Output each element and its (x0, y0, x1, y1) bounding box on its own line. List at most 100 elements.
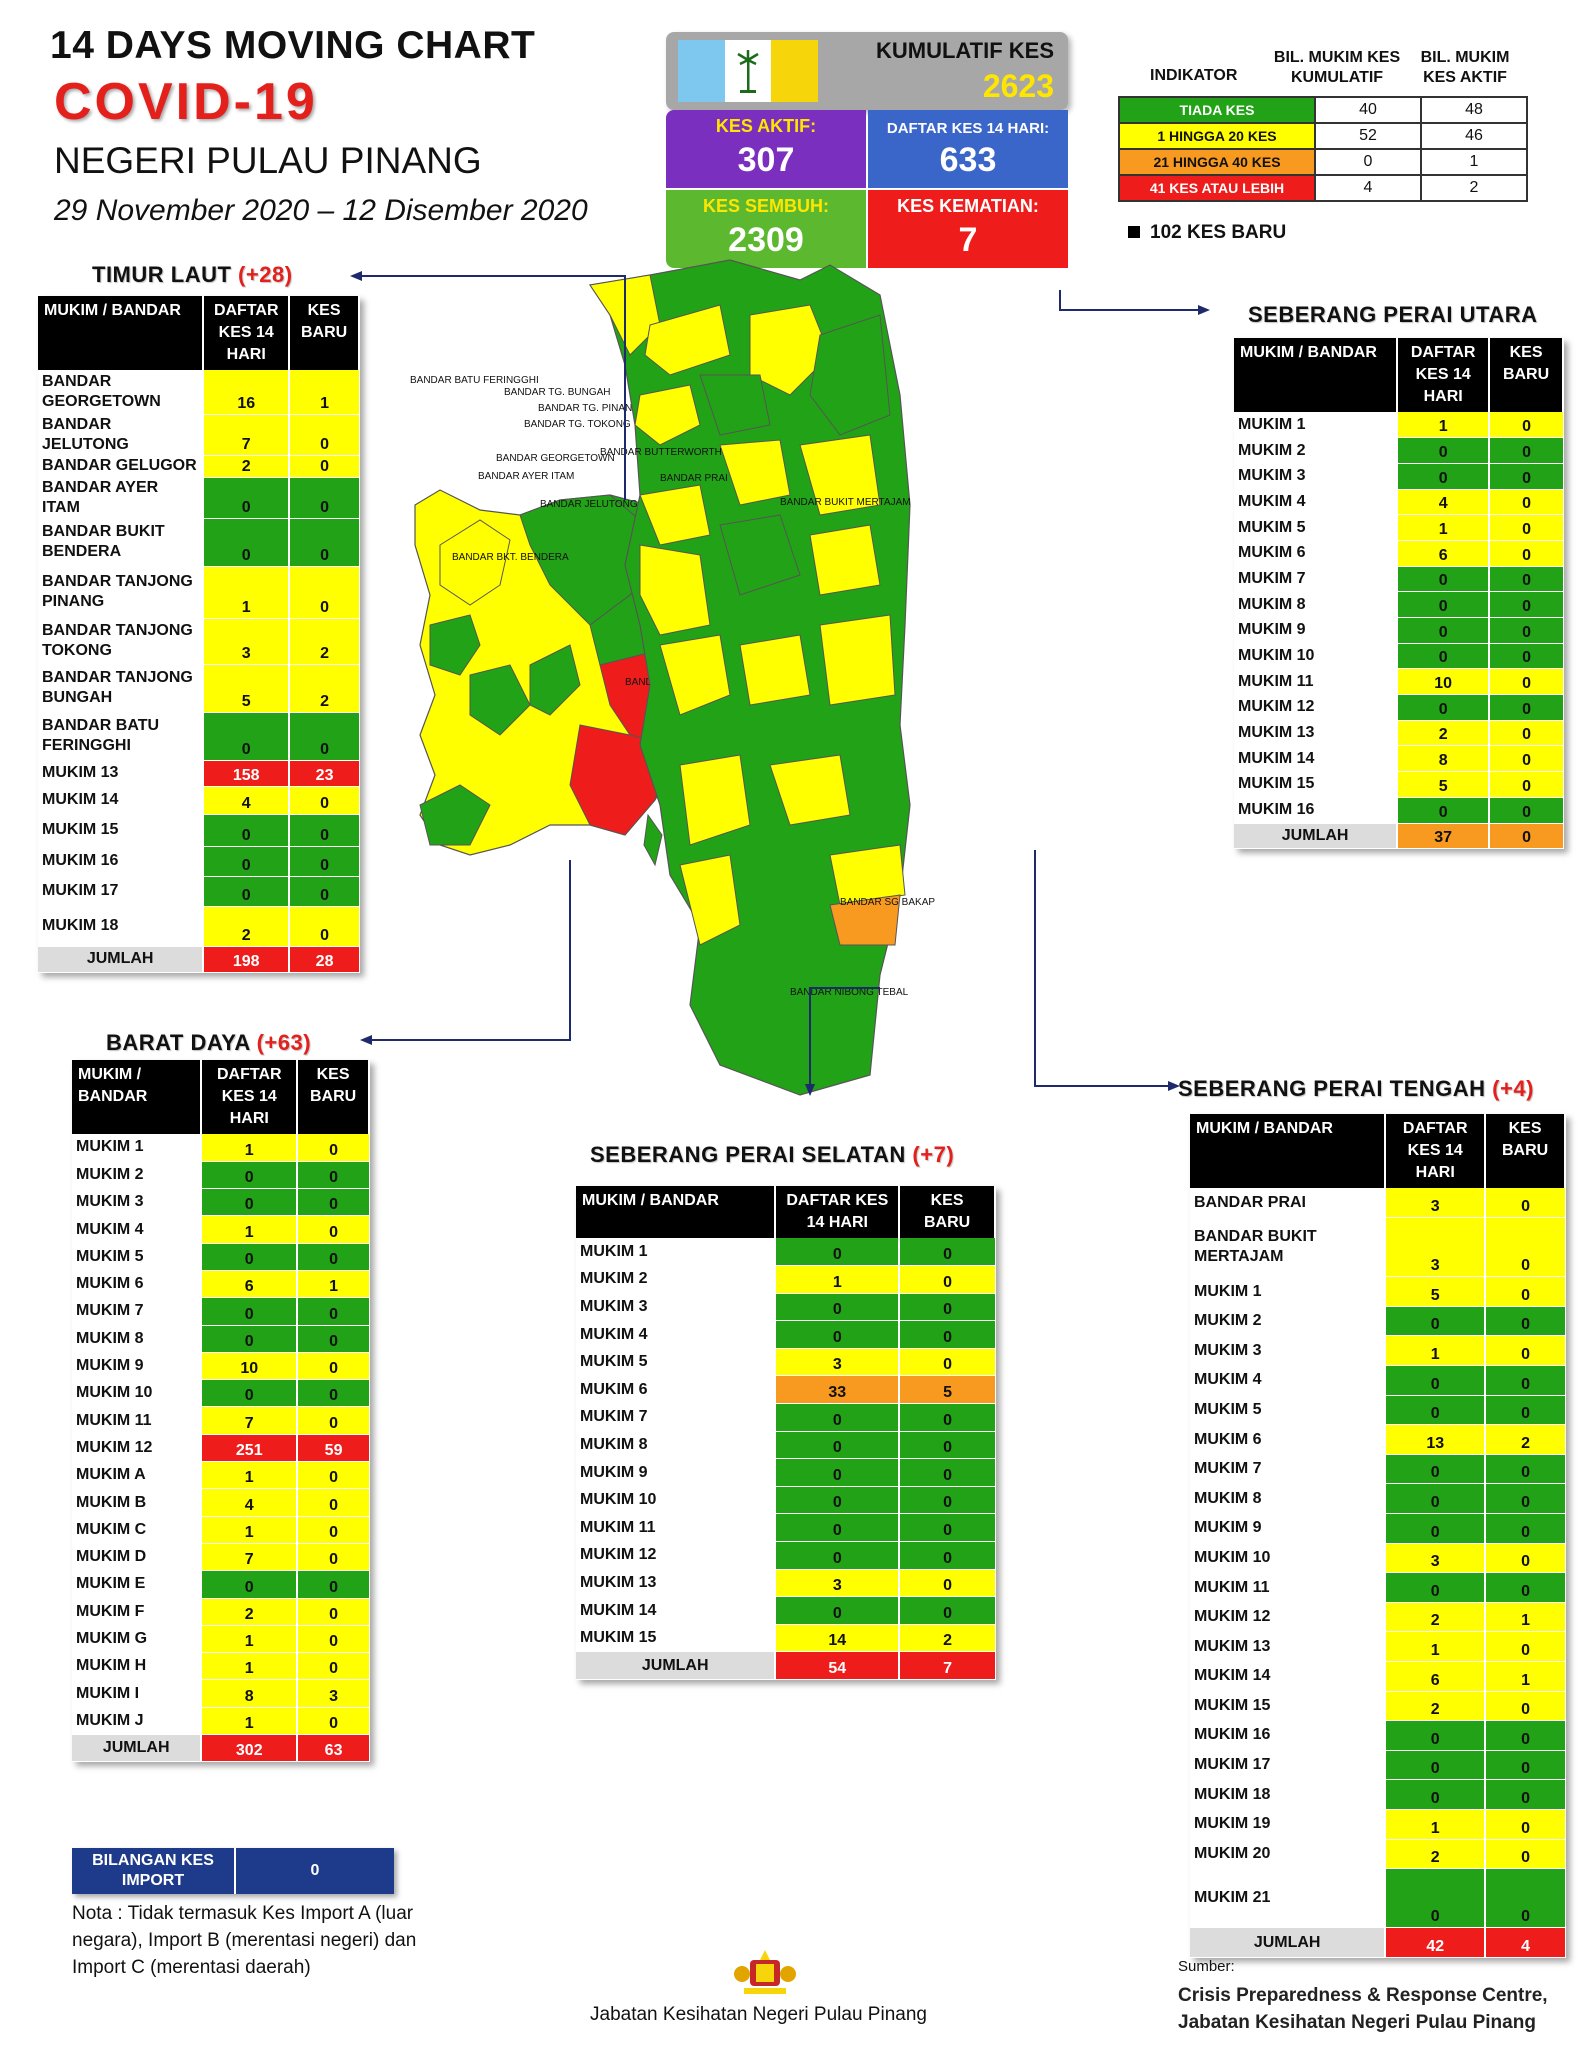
row-daftar-value: 6 (1384, 1661, 1486, 1692)
row-kes-baru-value: 1 (296, 1270, 369, 1299)
kes-aktif-panel: KES AKTIF: 307 (666, 110, 866, 188)
table-row: MUKIM 14 4 0 (38, 786, 359, 815)
table-row: MUKIM 18 0 0 (1190, 1779, 1565, 1810)
row-kes-baru-value: 0 (1484, 1691, 1565, 1722)
row-name: JUMLAH (1234, 823, 1398, 850)
row-daftar-value: 0 (202, 518, 290, 567)
row-name: MUKIM 10 (1234, 643, 1398, 670)
row-name: MUKIM 8 (1234, 591, 1398, 618)
row-name: MUKIM 9 (72, 1352, 202, 1381)
row-kes-baru-value: 0 (1488, 412, 1563, 439)
table-row: MUKIM 14 8 0 (1234, 745, 1563, 773)
row-name: MUKIM 17 (1190, 1750, 1386, 1781)
indicator-row: TIADA KES 40 48 (1118, 96, 1528, 124)
row-daftar-value: 0 (202, 876, 290, 907)
row-name: BANDAR TANJONG PINANG (38, 566, 204, 619)
row-kes-baru-value: 28 (288, 946, 359, 973)
row-kes-baru-value: 1 (1484, 1602, 1565, 1633)
row-name: MUKIM 16 (1190, 1720, 1386, 1751)
row-daftar-value: 0 (200, 1379, 298, 1408)
row-daftar-value: 33 (774, 1375, 900, 1405)
row-name: MUKIM 21 (1190, 1868, 1386, 1929)
row-daftar-value: 6 (1396, 540, 1490, 567)
indicator-head-col2: BIL. MUKIM KES AKTIF (1420, 49, 1510, 86)
kes-aktif-label: KES AKTIF: (715, 116, 817, 136)
spt-add: (+4) (1492, 1076, 1534, 1101)
row-kes-baru-value: 1 (1484, 1661, 1565, 1692)
row-daftar-value: 1 (200, 1461, 298, 1490)
spu-table: MUKIM / BANDAR DAFTAR KES 14 HARI KES BARU… (1234, 338, 1564, 850)
row-name: MUKIM 8 (72, 1325, 202, 1353)
row-name: MUKIM B (72, 1488, 202, 1517)
table-row: MUKIM 13 1 0 (1190, 1631, 1565, 1662)
sumber-line1: Crisis Preparedness & Response Centre, (1178, 1985, 1548, 2006)
row-daftar-value: 4 (1396, 489, 1490, 516)
indicator-table: TIADA KES 40 48 1 HINGGA 20 KES 52 46 21 HINGG… (1118, 96, 1528, 202)
row-name: MUKIM 3 (1234, 463, 1398, 490)
row-name: MUKIM 19 (1190, 1809, 1386, 1840)
row-name: MUKIM 11 (576, 1513, 776, 1543)
row-name: MUKIM 15 (38, 814, 204, 847)
indicator-head-label: INDIKATOR (1150, 67, 1238, 84)
row-name: MUKIM F (72, 1598, 202, 1626)
row-name: MUKIM 5 (72, 1243, 202, 1271)
table-row: MUKIM 11 10 0 (1234, 668, 1563, 696)
table-row: BANDAR BUKIT MERTAJAM 3 0 (1190, 1217, 1565, 1278)
kes-sembuh-panel: KES SEMBUH: 2309 (666, 190, 866, 268)
row-kes-baru-value: 0 (296, 1598, 369, 1626)
row-name: MUKIM 5 (1234, 514, 1398, 541)
row-daftar-value: 0 (1396, 797, 1490, 824)
row-kes-baru-value: 23 (288, 760, 359, 787)
map-label-batu-feringghi: BANDAR BATU FERINGGHI (410, 375, 539, 386)
row-name: BANDAR BUKIT MERTAJAM (1190, 1217, 1386, 1278)
row-daftar-value: 198 (202, 946, 290, 973)
row-kes-baru-value: 0 (1484, 1395, 1565, 1426)
row-kes-baru-value: 0 (288, 786, 359, 815)
col-header-kes-baru: KES BARU (289, 296, 360, 370)
indicator-label: TIADA KES (1118, 96, 1316, 124)
row-name: MUKIM 6 (576, 1375, 776, 1405)
col-header-kes-baru: KES BARU (1485, 1114, 1566, 1188)
col-header-mukim: MUKIM / BANDAR (1234, 338, 1399, 412)
indicator-active: 2 (1420, 174, 1528, 202)
row-name: MUKIM 13 (38, 760, 204, 787)
sps-add: (+7) (912, 1142, 955, 1167)
row-name: MUKIM 4 (576, 1320, 776, 1349)
timur-laut-name: TIMUR LAUT (92, 262, 232, 287)
row-name: BANDAR PRAI (1190, 1188, 1386, 1219)
row-daftar-value: 2 (1384, 1602, 1486, 1633)
row-kes-baru-value: 0 (1488, 566, 1563, 593)
sps-name: SEBERANG PERAI SELATAN (590, 1142, 906, 1167)
row-daftar-value: 8 (1396, 745, 1490, 773)
row-kes-baru-value: 63 (296, 1734, 369, 1763)
row-kes-baru-value: 0 (1484, 1188, 1565, 1219)
row-name: JUMLAH (38, 946, 204, 973)
row-name: MUKIM 8 (1190, 1483, 1386, 1515)
indicator-cumulative: 40 (1314, 96, 1422, 124)
row-kes-baru-value: 0 (1484, 1276, 1565, 1307)
row-daftar-value: 0 (774, 1403, 900, 1432)
row-name: MUKIM 16 (1234, 797, 1398, 824)
import-value: 0 (234, 1848, 394, 1894)
row-name: MUKIM 9 (1234, 617, 1398, 644)
row-kes-baru-value: 0 (1484, 1779, 1565, 1810)
row-name: MUKIM 14 (576, 1596, 776, 1625)
table-row: BANDAR BATU FERINGGHI 0 0 (38, 712, 359, 761)
row-daftar-value: 0 (200, 1297, 298, 1326)
row-kes-baru-value: 0 (296, 1215, 369, 1244)
row-kes-baru-value: 0 (288, 455, 359, 478)
row-daftar-value: 0 (200, 1161, 298, 1190)
row-name: MUKIM 9 (1190, 1513, 1386, 1544)
header-row: MUKIM / BANDAR DAFTAR KES 14 HARI KES BARU (38, 296, 360, 370)
malaysia-coat-of-arms-icon (734, 1950, 796, 1994)
row-daftar-value: 0 (1384, 1750, 1486, 1781)
row-kes-baru-value: 0 (1484, 1720, 1565, 1751)
